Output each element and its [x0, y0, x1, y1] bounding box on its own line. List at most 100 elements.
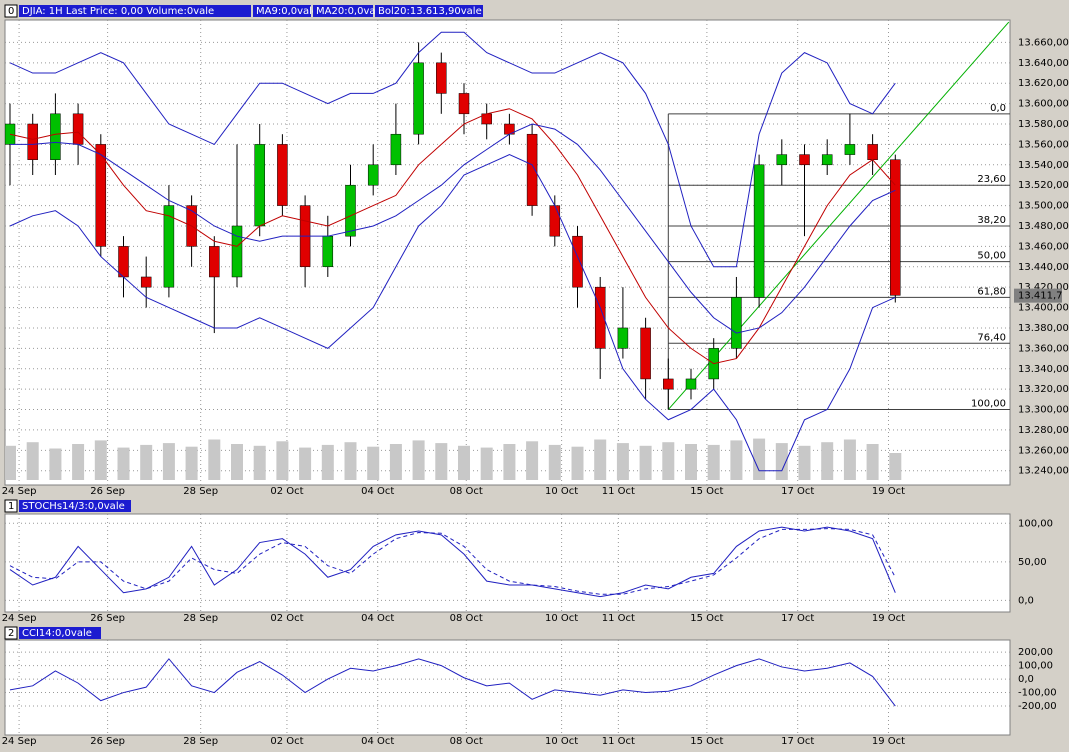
y-tick-label: 13.340,00	[1018, 364, 1069, 375]
volume-bar	[231, 444, 243, 480]
volume-bar	[208, 439, 221, 480]
headers: 0 1 2 DJIA: 1H Last Price: 0,00 Volume:0val…	[4, 4, 483, 640]
candle-body	[27, 123, 38, 160]
candle-body	[821, 154, 833, 166]
series-line	[9, 154, 896, 472]
volume-bar	[389, 444, 402, 480]
x-tick-label: 17 Oct	[781, 613, 814, 624]
y-tick-label: 13.560,00	[1018, 139, 1069, 150]
main-panel: 0,0 23,60 38,20 50,00 61,80 76,40 100,00	[5, 20, 1010, 485]
x-tick-label: 19 Oct	[872, 736, 905, 747]
volume-bar	[5, 445, 16, 480]
candle-body	[163, 205, 175, 288]
y-tick-label: 13.240,00	[1018, 466, 1069, 477]
x-tick-label: 10 Oct	[545, 486, 578, 497]
x-tick-label: 28 Sep	[183, 613, 218, 624]
candle-body	[254, 144, 265, 227]
volume-bar	[843, 439, 856, 480]
candle-body	[322, 235, 334, 268]
volume-bar	[72, 444, 85, 480]
fib-label: 38,20	[977, 215, 1006, 226]
candle-body	[390, 133, 402, 166]
main-plot	[4, 19, 1011, 486]
panel-id-box	[4, 499, 18, 513]
volume-bar	[889, 453, 902, 480]
x-tick-label: 10 Oct	[545, 613, 578, 624]
series-line	[9, 528, 896, 595]
candle-body	[277, 144, 288, 206]
legend-text: CCI14:0,0vale	[22, 628, 92, 639]
volume-bar	[367, 446, 380, 480]
candle-body	[731, 297, 742, 349]
last-price: 13.411,7	[1018, 291, 1063, 302]
candle-body	[776, 154, 788, 166]
candle-body	[799, 154, 810, 166]
candle-body	[140, 276, 152, 288]
candle-body	[118, 246, 129, 278]
candle-body	[890, 159, 901, 296]
fib-label: 50,00	[977, 251, 1006, 262]
candle-body	[685, 378, 697, 390]
panel-id-box	[4, 4, 18, 18]
volume-bar	[412, 440, 425, 480]
x-tick-label: 24 Sep	[2, 613, 37, 624]
y-tick-label: 13.640,00	[1018, 58, 1069, 69]
candle-body	[572, 235, 583, 288]
candle-body	[617, 327, 629, 349]
x-tick-label: 02 Oct	[270, 736, 303, 747]
x-tick-label: 02 Oct	[270, 486, 303, 497]
volume-bar	[162, 443, 175, 480]
x-tick-label: 11 Oct	[602, 736, 635, 747]
candle-body	[549, 205, 561, 237]
x-tick-label: 08 Oct	[450, 486, 483, 497]
x-tick-label: 04 Oct	[361, 613, 394, 624]
x-tick-label: 02 Oct	[270, 613, 303, 624]
candle-body	[640, 327, 651, 380]
series-line	[9, 108, 896, 365]
volume-bar	[616, 443, 629, 480]
volume-bar	[94, 440, 107, 480]
volume-bar	[26, 442, 39, 480]
y-tick-label: 0,0	[1018, 595, 1034, 606]
candle-body	[231, 225, 243, 278]
y-tick-label: -100,00	[1018, 688, 1057, 699]
series-line	[9, 526, 896, 598]
y-tick-label: 200,00	[1018, 647, 1053, 658]
legend-tab	[19, 500, 131, 512]
candle-body	[663, 378, 674, 390]
volume-bar	[480, 447, 493, 480]
candle-body	[345, 184, 356, 237]
x-tick-label: 24 Sep	[2, 736, 37, 747]
volume-bar	[253, 445, 266, 480]
x-tick-label: 24 Sep	[2, 486, 37, 497]
candle-body	[436, 62, 447, 94]
candle-body	[72, 113, 84, 145]
volume-bar	[321, 444, 334, 480]
x-tick-label: 26 Sep	[90, 486, 125, 497]
volume-bar	[299, 447, 312, 480]
volume-bar	[140, 444, 153, 480]
y-tick-label: 50,00	[1018, 557, 1047, 568]
legend-tab	[253, 5, 311, 17]
fib-label: 76,40	[977, 332, 1006, 343]
fib-label: 61,80	[977, 286, 1006, 297]
volume-bar	[548, 444, 561, 480]
candle-body	[95, 144, 107, 247]
legend-tab	[375, 5, 483, 17]
y-tick-label: 13.380,00	[1018, 323, 1069, 334]
volume-bar	[458, 445, 470, 480]
volume-bar	[344, 442, 357, 480]
candle-body	[367, 164, 379, 186]
y-tick-label: 13.400,00	[1018, 303, 1069, 314]
legend-text: MA20:0,0vale	[316, 6, 384, 17]
y-tick-label: 13.660,00	[1018, 37, 1069, 48]
fib-label: 23,60	[977, 174, 1006, 185]
volume-bar	[276, 441, 289, 480]
volume-bar	[730, 440, 743, 480]
y-tick-label: 13.620,00	[1018, 78, 1069, 89]
candle-body	[844, 144, 856, 155]
y-tick-label: 0,0	[1018, 674, 1034, 685]
y-tick-label: 13.460,00	[1018, 241, 1069, 252]
